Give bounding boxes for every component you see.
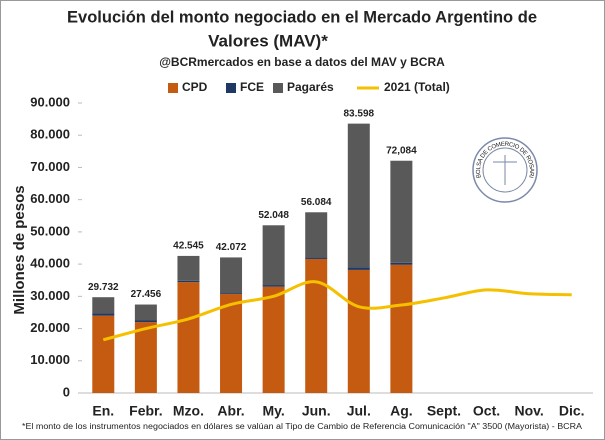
y-tick-label: 50.000 — [30, 223, 70, 238]
chart-subtitle: @BCRmercados en base a datos del MAV y B… — [159, 55, 445, 69]
bar-segment — [305, 257, 328, 259]
total-label: 56.084 — [301, 197, 332, 208]
bar-segment — [390, 262, 413, 265]
y-tick-label: 30.000 — [30, 288, 70, 303]
bar-segment — [92, 315, 115, 393]
x-tick-label: Jun. — [302, 403, 331, 419]
chart-title: Valores (MAV)* — [208, 31, 328, 50]
y-tick-label: 40.000 — [30, 256, 70, 271]
x-tick-label: En. — [92, 403, 114, 419]
x-tick-label: Oct. — [473, 403, 500, 419]
bar-segment — [262, 285, 285, 287]
x-tick-label: Mzo. — [173, 403, 204, 419]
total-label: 27.456 — [131, 289, 162, 300]
x-tick-label: Abr. — [217, 403, 244, 419]
legend-label: CPD — [182, 80, 208, 94]
bar-segment — [347, 123, 370, 268]
y-tick-label: 80.000 — [30, 127, 70, 142]
chart-title: Evolución del monto negociado en el Merc… — [67, 7, 537, 26]
logo-ring — [482, 147, 528, 193]
total-label: 83.598 — [343, 108, 374, 119]
bar-segment — [177, 255, 200, 281]
x-tick-label: Jul. — [347, 403, 371, 419]
legend-label: 2021 (Total) — [384, 80, 450, 94]
bar-segment — [220, 293, 243, 295]
y-tick-label: 10.000 — [30, 352, 70, 367]
bar-segment — [92, 313, 115, 316]
bar-segment — [220, 294, 243, 393]
footnote: *El monto de los instrumentos negociados… — [22, 422, 583, 431]
y-tick-label: 70.000 — [30, 159, 70, 174]
total-label: 52.048 — [258, 210, 289, 221]
bar-segment — [92, 297, 115, 314]
bar-segment — [134, 304, 157, 321]
total-label: 42.072 — [216, 242, 247, 253]
bar-segment — [220, 257, 243, 294]
total-label: 29.732 — [88, 282, 119, 293]
legend-swatch — [273, 83, 283, 93]
x-tick-label: My. — [262, 403, 284, 419]
y-tick-label: 20.000 — [30, 320, 70, 335]
bar-segment — [305, 212, 328, 258]
legend-swatch — [226, 83, 236, 93]
total-label: 42.545 — [173, 241, 204, 252]
bar-segment — [390, 160, 413, 263]
bar-segment — [134, 320, 157, 323]
x-tick-label: Dic. — [559, 403, 585, 419]
legend-label: FCE — [240, 80, 264, 94]
logo-ring — [472, 137, 538, 203]
bar-segment — [305, 258, 328, 393]
legend-swatch — [168, 83, 178, 93]
bar-segment — [347, 267, 370, 270]
bar-segment — [262, 225, 285, 286]
x-tick-label: Febr. — [129, 403, 162, 419]
legend-label: Pagarés — [287, 80, 334, 94]
x-tick-label: Sept. — [427, 403, 461, 419]
bar-segment — [347, 269, 370, 393]
x-tick-label: Nov. — [514, 403, 543, 419]
y-tick-label: 0 — [63, 384, 70, 399]
line-series — [102, 280, 572, 342]
bar-segment — [390, 264, 413, 393]
y-tick-label: 90.000 — [30, 94, 70, 109]
y-tick-label: 60.000 — [30, 191, 70, 206]
x-tick-label: Ag. — [390, 403, 413, 419]
y-axis-label: Millones de pesos — [11, 185, 28, 314]
bar-segment — [177, 280, 200, 283]
bar-segment — [262, 286, 285, 393]
total-label: 72,084 — [386, 145, 417, 156]
bar-segment — [134, 322, 157, 393]
bar-segment — [177, 282, 200, 393]
